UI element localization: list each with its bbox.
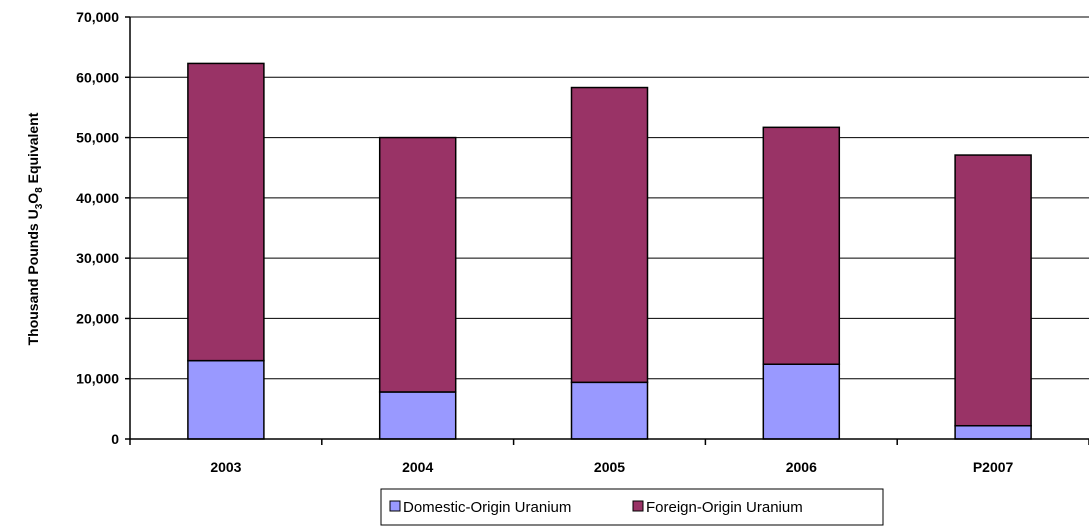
bar-foreign (762, 126, 841, 365)
bar-domestic (954, 424, 1032, 440)
y-tick-label: 0 (111, 431, 119, 447)
bar-domestic (187, 359, 265, 440)
y-tick-label: 60,000 (76, 69, 119, 85)
y-tick-label: 50,000 (76, 130, 119, 146)
legend-swatch-domestic (389, 500, 401, 512)
x-tick-label: P2007 (973, 459, 1014, 475)
bar-foreign (378, 136, 457, 393)
y-tick-label: 70,000 (76, 9, 119, 25)
y-tick-label: 40,000 (76, 190, 119, 206)
x-tick-label: 2004 (402, 459, 433, 475)
bar-domestic (762, 363, 841, 440)
bar-domestic (570, 381, 649, 440)
y-tick-label: 30,000 (76, 250, 119, 266)
y-tick-label: 20,000 (76, 310, 119, 326)
x-tick-label: 2005 (594, 459, 625, 475)
legend-swatch-foreign (632, 500, 644, 512)
y-axis-label: Thousand Pounds U3O8 Equivalent (25, 112, 45, 345)
bar-foreign (187, 62, 265, 362)
legend: Domestic-Origin Uranium Foreign-Origin U… (380, 488, 884, 526)
y-tick-labels: 0 10,000 20,000 30,000 40,000 50,000 60,000 70,… (76, 9, 119, 447)
axes (125, 16, 1089, 445)
bar-foreign (570, 86, 649, 384)
bars (187, 62, 1032, 440)
bar-foreign (954, 154, 1032, 427)
x-tick-label: 2003 (210, 459, 241, 475)
bar-domestic (378, 391, 457, 440)
legend-label-domestic: Domestic-Origin Uranium (403, 499, 571, 516)
y-tick-label: 10,000 (76, 371, 119, 387)
x-tick-label: 2006 (786, 459, 817, 475)
x-tick-labels: 2003 2004 2005 2006 P2007 (210, 459, 1013, 475)
legend-label-foreign: Foreign-Origin Uranium (646, 499, 803, 516)
